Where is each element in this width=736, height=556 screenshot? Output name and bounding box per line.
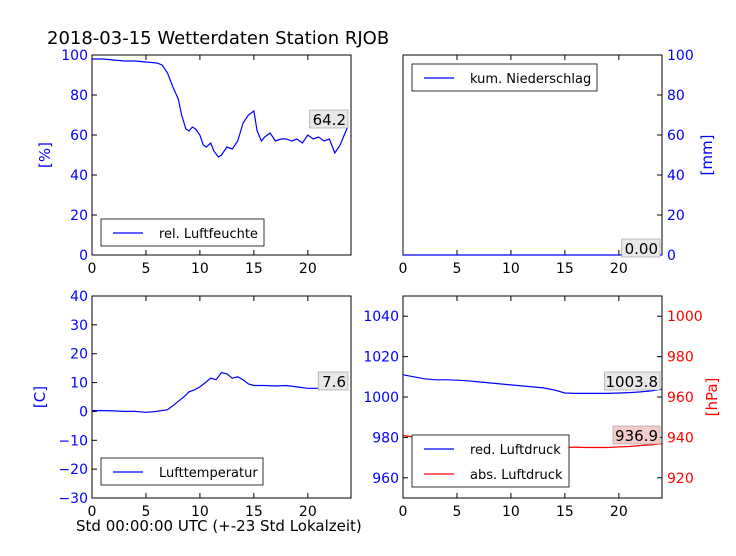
pressure-ytick-right-label: 980 bbox=[667, 350, 694, 366]
pressure-xtick-label: 0 bbox=[399, 504, 408, 520]
temperature-ytick-label: 30 bbox=[70, 318, 88, 334]
humidity-series-line bbox=[92, 58, 349, 158]
temperature-xtick-label: 10 bbox=[191, 504, 209, 520]
precip-ytick-label: 20 bbox=[667, 208, 685, 224]
humidity-ylabel: [%] bbox=[36, 142, 54, 168]
temperature-series-line bbox=[92, 371, 348, 413]
temperature-value-label: 7.6 bbox=[322, 373, 346, 391]
precip-xtick-label: 0 bbox=[399, 261, 408, 277]
pressure-ytick-left-label: 960 bbox=[372, 471, 399, 487]
pressure-reduced-value-box bbox=[604, 371, 661, 391]
pressure-xtick-label: 20 bbox=[610, 504, 628, 520]
temperature-ytick-label: −20 bbox=[58, 462, 88, 478]
precip-panel: 0 5 10 15 20 0 20 40 60 80 100 0.00 kum. Niederschla… bbox=[399, 48, 716, 277]
pressure-reduced-value-label: 1003.8 bbox=[606, 373, 659, 391]
temperature-ytick-label: 10 bbox=[70, 376, 88, 392]
figure-title: 2018-03-15 Wetterdaten Station RJOB bbox=[47, 28, 389, 49]
temperature-ytick-label: 40 bbox=[70, 289, 88, 305]
temperature-ylabel: [C] bbox=[31, 386, 49, 408]
humidity-value-box bbox=[309, 109, 349, 129]
precip-xtick-label: 15 bbox=[556, 261, 574, 277]
temperature-xtick-label: 20 bbox=[299, 504, 317, 520]
pressure-absolute-value-box bbox=[612, 425, 661, 445]
humidity-ytick-label: 100 bbox=[61, 48, 88, 64]
humidity-xtick-label: 20 bbox=[299, 261, 317, 277]
humidity-xtick-label: 10 bbox=[191, 261, 209, 277]
pressure-xtick-label: 5 bbox=[452, 504, 461, 520]
humidity-ytick-label: 40 bbox=[70, 168, 88, 184]
precip-ytick-label: 0 bbox=[667, 248, 676, 264]
precip-value-box bbox=[621, 238, 661, 258]
humidity-ytick-label: 80 bbox=[70, 88, 88, 104]
temperature-ytick-label: −10 bbox=[58, 433, 88, 449]
temperature-legend-label: Lufttemperatur bbox=[159, 466, 258, 481]
pressure-series-line-reduced bbox=[402, 374, 663, 394]
precip-xtick-label: 20 bbox=[610, 261, 628, 277]
humidity-ytick-label: 60 bbox=[70, 128, 88, 144]
pressure-ytick-right-label: 960 bbox=[667, 390, 694, 406]
pressure-ytick-left-label: 1020 bbox=[363, 350, 399, 366]
humidity-legend-label: rel. Luftfeuchte bbox=[159, 227, 258, 242]
pressure-ytick-right-label: 940 bbox=[667, 430, 694, 446]
precip-ytick-label: 60 bbox=[667, 128, 685, 144]
x-axis-caption: Std 00:00:00 UTC (+-23 Std Lokalzeit) bbox=[76, 517, 362, 535]
temperature-value-box bbox=[317, 371, 349, 391]
humidity-ytick-label: 0 bbox=[79, 248, 88, 264]
temperature-ytick-label: −30 bbox=[58, 491, 88, 507]
precip-ytick-label: 40 bbox=[667, 168, 685, 184]
precip-xtick-label: 10 bbox=[502, 261, 520, 277]
humidity-xtick-label: 15 bbox=[245, 261, 263, 277]
pressure-legend-label: red. Luftdruck bbox=[470, 443, 561, 458]
precip-legend-label: kum. Niederschlag bbox=[470, 72, 591, 87]
precip-ytick-label: 80 bbox=[667, 88, 685, 104]
temperature-xtick-label: 15 bbox=[245, 504, 263, 520]
temperature-panel: 0 5 10 15 20 −30 −20 −10 0 10 20 30 40 7.6 Lufttempera… bbox=[31, 289, 352, 520]
pressure-ytick-left-label: 1040 bbox=[363, 309, 399, 325]
pressure-absolute-value-label: 936.9 bbox=[615, 427, 658, 445]
precip-ytick-label: 100 bbox=[667, 48, 694, 64]
pressure-xtick-label: 15 bbox=[556, 504, 574, 520]
temperature-xtick-label: 5 bbox=[141, 504, 150, 520]
pressure-panel: 0 5 10 15 20 960 980 1000 1020 1040 920 940 960 980 10… bbox=[363, 295, 721, 520]
pressure-ytick-right-label: 920 bbox=[667, 471, 694, 487]
pressure-xtick-label: 10 bbox=[502, 504, 520, 520]
precip-xtick-label: 5 bbox=[452, 261, 461, 277]
pressure-ytick-left-label: 1000 bbox=[363, 390, 399, 406]
humidity-ytick-label: 20 bbox=[70, 208, 88, 224]
humidity-value-label: 64.2 bbox=[313, 111, 346, 129]
temperature-ytick-label: 0 bbox=[79, 404, 88, 420]
pressure-ytick-left-label: 980 bbox=[372, 430, 399, 446]
pressure-legend bbox=[411, 434, 570, 488]
humidity-xtick-label: 5 bbox=[141, 261, 150, 277]
pressure-legend-label: abs. Luftdruck bbox=[470, 468, 563, 483]
precip-value-label: 0.00 bbox=[625, 240, 658, 258]
humidity-xtick-label: 0 bbox=[88, 261, 97, 277]
temperature-xtick-label: 0 bbox=[88, 504, 97, 520]
pressure-ylabel: [hPa] bbox=[703, 378, 721, 417]
temperature-ytick-label: 20 bbox=[70, 347, 88, 363]
precip-ylabel: [mm] bbox=[698, 135, 716, 176]
humidity-panel: 0 5 10 15 20 0 20 40 60 80 100 64.2 rel. Luftfeuchte… bbox=[36, 48, 352, 277]
pressure-ytick-right-label: 1000 bbox=[667, 309, 703, 325]
